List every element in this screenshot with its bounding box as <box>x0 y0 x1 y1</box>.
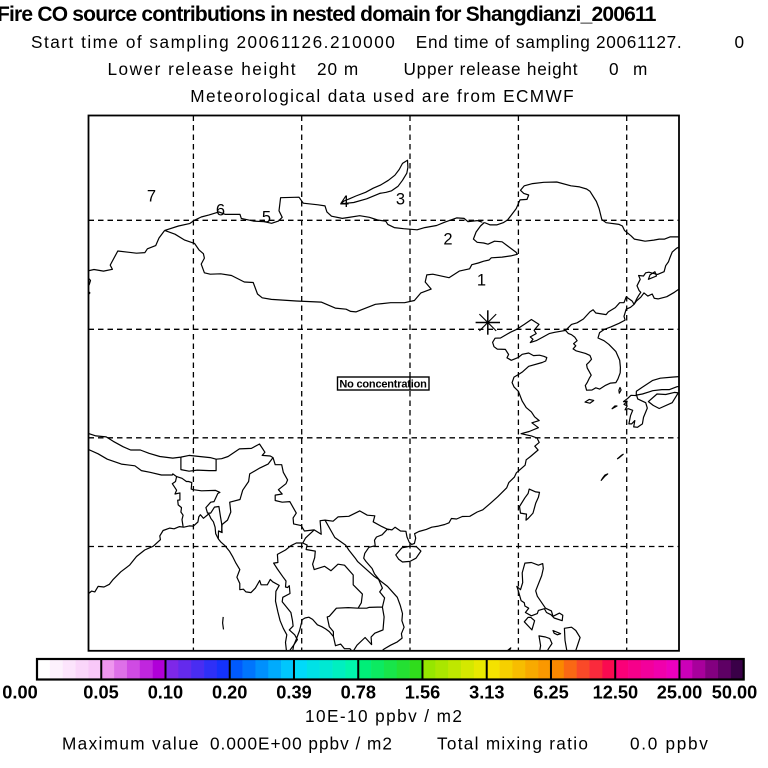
svg-text:7: 7 <box>147 188 156 206</box>
svg-text:6.25: 6.25 <box>533 683 568 703</box>
svg-text:0.05: 0.05 <box>83 683 118 703</box>
svg-text:No concentration: No concentration <box>339 379 427 391</box>
svg-text:0.000E+00 ppbv / m2: 0.000E+00 ppbv / m2 <box>210 734 393 754</box>
svg-text:25.00: 25.00 <box>657 683 703 703</box>
svg-text:0.78: 0.78 <box>341 683 376 703</box>
svg-text:50.00: 50.00 <box>712 683 758 703</box>
svg-text:3.13: 3.13 <box>469 683 504 703</box>
svg-text:0.20: 0.20 <box>212 683 247 703</box>
svg-text:1.56: 1.56 <box>405 683 440 703</box>
svg-text:Maximum value: Maximum value <box>62 734 200 754</box>
svg-text:1: 1 <box>477 272 486 290</box>
svg-text:2: 2 <box>443 231 452 249</box>
svg-text:0.0 ppbv: 0.0 ppbv <box>630 734 710 754</box>
svg-text:Total mixing ratio: Total mixing ratio <box>437 734 589 754</box>
svg-text:0.10: 0.10 <box>148 683 183 703</box>
svg-text:12.50: 12.50 <box>593 683 639 703</box>
svg-text:10E-10 ppbv / m2: 10E-10 ppbv / m2 <box>305 706 463 726</box>
svg-text:3: 3 <box>396 191 405 209</box>
svg-text:0.00: 0.00 <box>2 683 37 703</box>
svg-text:6: 6 <box>216 202 225 220</box>
svg-text:5: 5 <box>262 209 271 227</box>
svg-text:4: 4 <box>340 193 349 211</box>
svg-text:0.39: 0.39 <box>276 683 311 703</box>
